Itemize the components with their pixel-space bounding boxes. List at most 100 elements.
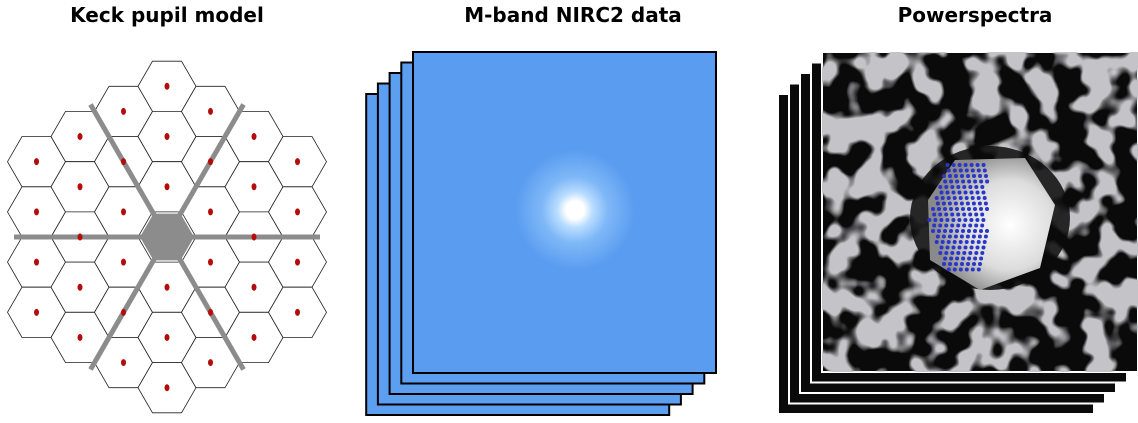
uv-point: [967, 257, 971, 261]
uv-point: [955, 229, 959, 233]
uv-point: [973, 207, 977, 211]
uv-point: [944, 251, 948, 255]
uv-point: [943, 257, 947, 261]
uv-point: [962, 224, 966, 228]
uv-point: [939, 218, 943, 222]
segment-dot: [295, 309, 300, 316]
uv-point: [942, 202, 946, 206]
segment-dot: [121, 309, 126, 316]
uv-point: [944, 224, 948, 228]
uv-point: [932, 224, 936, 228]
uv-point: [972, 174, 976, 178]
uv-point: [976, 163, 980, 167]
uv-point: [960, 235, 964, 239]
uv-point: [956, 224, 960, 228]
uv-point: [944, 185, 948, 189]
uv-point: [982, 246, 986, 250]
panel-title: Keck pupil model: [70, 3, 264, 27]
uv-point: [947, 268, 951, 272]
uv-point: [945, 218, 949, 222]
uv-point: [980, 224, 984, 228]
uv-point: [980, 185, 984, 189]
uv-point: [948, 174, 952, 178]
uv-point: [947, 196, 951, 200]
uv-point: [968, 224, 972, 228]
uv-point: [944, 213, 948, 217]
uv-point: [961, 207, 965, 211]
uv-point: [958, 163, 962, 167]
uv-point: [931, 229, 935, 233]
uv-point: [977, 268, 981, 272]
uv-point: [954, 262, 958, 266]
uv-point: [954, 174, 958, 178]
uv-point: [938, 224, 942, 228]
uv-point: [943, 207, 947, 211]
uv-point: [936, 235, 940, 239]
uv-point: [978, 235, 982, 239]
segment-dot: [208, 158, 213, 165]
uv-point: [973, 180, 977, 184]
uv-point: [980, 213, 984, 217]
figure: Keck pupil model M-band NIRC2 data Power…: [0, 0, 1138, 423]
segment-dot: [34, 309, 39, 316]
uv-point: [938, 213, 942, 217]
uv-point: [959, 268, 963, 272]
segment-dot: [252, 334, 257, 341]
uv-point: [927, 218, 931, 222]
uv-point: [962, 251, 966, 255]
uv-point: [966, 262, 970, 266]
uv-point: [971, 268, 975, 272]
uv-point: [969, 218, 973, 222]
uv-point: [955, 207, 959, 211]
uv-point: [960, 262, 964, 266]
uv-point: [978, 262, 982, 266]
segment-dot: [78, 183, 83, 190]
uv-point: [956, 213, 960, 217]
data-frame: [413, 52, 716, 373]
uv-point: [985, 229, 989, 233]
uv-point: [955, 257, 959, 261]
uv-point: [961, 229, 965, 233]
segment-dot: [208, 108, 213, 115]
uv-point: [946, 163, 950, 167]
uv-point: [985, 180, 989, 184]
uv-point: [965, 169, 969, 173]
uv-point: [977, 169, 981, 173]
segment-dot: [252, 234, 257, 241]
uv-point: [983, 169, 987, 173]
segment-dot: [252, 284, 257, 291]
uv-point: [961, 180, 965, 184]
uv-point: [972, 235, 976, 239]
segment-dot: [121, 259, 126, 266]
uv-point: [932, 213, 936, 217]
segment-dot: [295, 158, 300, 165]
uv-point: [961, 257, 965, 261]
segment-dot: [165, 334, 170, 341]
uv-point: [941, 196, 945, 200]
uv-point: [979, 229, 983, 233]
uv-point: [956, 251, 960, 255]
uv-point: [977, 196, 981, 200]
uv-point: [962, 213, 966, 217]
uv-point: [976, 246, 980, 250]
uv-point: [974, 185, 978, 189]
uv-point: [940, 246, 944, 250]
uv-point: [959, 196, 963, 200]
uv-point: [950, 251, 954, 255]
uv-point: [950, 224, 954, 228]
segment-dot: [34, 259, 39, 266]
segment-dot: [78, 234, 83, 241]
segment-dot: [295, 208, 300, 215]
pupil-model: [8, 61, 327, 413]
uv-point: [971, 196, 975, 200]
uv-point: [947, 240, 951, 244]
uv-point: [976, 191, 980, 195]
uv-point: [949, 207, 953, 211]
segment-dot: [121, 359, 126, 366]
powerspectra-stack: [778, 52, 1138, 414]
segment-dot: [78, 334, 83, 341]
uv-point: [970, 246, 974, 250]
uv-point: [937, 207, 941, 211]
uv-point: [948, 235, 952, 239]
uv-point: [965, 196, 969, 200]
